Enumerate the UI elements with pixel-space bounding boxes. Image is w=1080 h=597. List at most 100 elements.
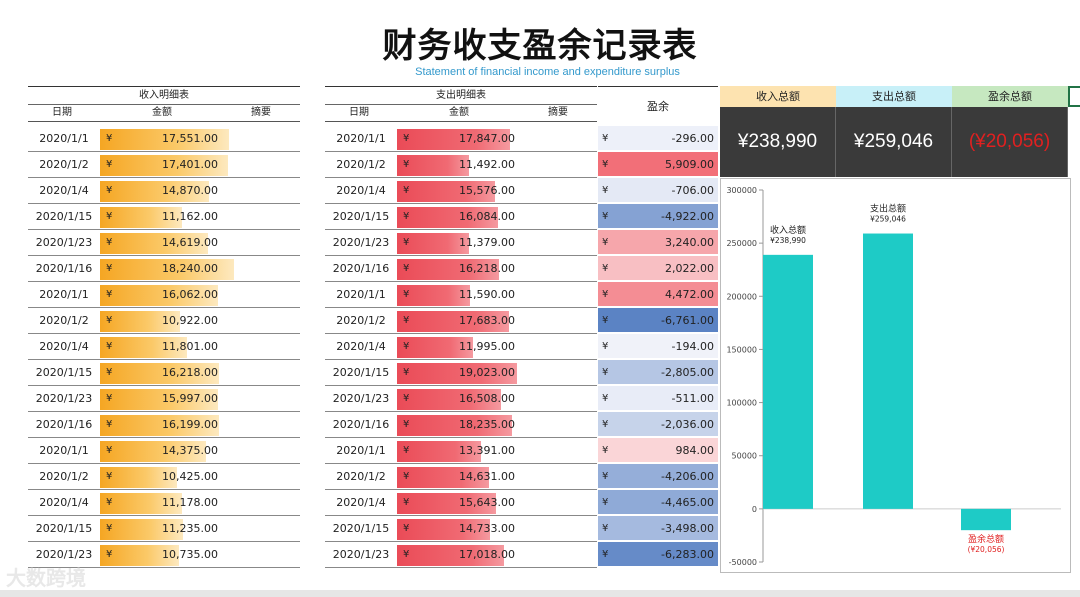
bar-value-label: (¥20,056) xyxy=(968,545,1005,554)
expense-databar xyxy=(397,337,473,358)
expense-row[interactable]: 2020/1/2 ¥17,683.00 xyxy=(325,308,597,334)
surplus-cell[interactable]: ¥984.00 xyxy=(598,438,718,463)
surplus-cell[interactable]: ¥ -511.00 xyxy=(598,386,718,411)
income-row[interactable]: 2020/1/1 ¥14,375.00 xyxy=(28,438,300,464)
income-row[interactable]: 2020/1/2 ¥10,922.00 xyxy=(28,308,300,334)
expense-row[interactable]: 2020/1/4 ¥15,576.00 xyxy=(325,178,597,204)
currency-symbol: ¥ xyxy=(403,237,410,248)
expense-row[interactable]: 2020/1/2 ¥11,492.00 xyxy=(325,152,597,178)
income-row[interactable]: 2020/1/23 ¥10,735.00 xyxy=(28,542,300,568)
y-tick-label: 50000 xyxy=(732,452,757,461)
summary-chart[interactable]: 300000 250000 200000 150000 100000 50000 0 -500… xyxy=(720,178,1071,573)
income-date-cell: 2020/1/4 xyxy=(39,496,89,509)
income-row[interactable]: 2020/1/4 ¥14,870.00 xyxy=(28,178,300,204)
income-col-note: 摘要 xyxy=(251,107,271,118)
expense-date-cell: 2020/1/2 xyxy=(336,314,386,327)
expense-total-label: 支出总额 xyxy=(836,86,952,107)
expense-row[interactable]: 2020/1/15 ¥14,733.00 xyxy=(325,516,597,542)
expense-row[interactable]: 2020/1/15 ¥19,023.00 xyxy=(325,360,597,386)
income-row[interactable]: 2020/1/23 ¥14,619.00 xyxy=(28,230,300,256)
expense-row[interactable]: 2020/1/1 ¥11,590.00 xyxy=(325,282,597,308)
surplus-cell[interactable]: ¥ -6,761.00 xyxy=(598,308,718,333)
income-row[interactable]: 2020/1/16 ¥16,199.00 xyxy=(28,412,300,438)
expense-date-cell: 2020/1/15 xyxy=(332,522,390,535)
income-databar xyxy=(100,233,208,254)
surplus-cell[interactable]: ¥ -4,206.00 xyxy=(598,464,718,489)
expense-amount-cell: 14,631.00 xyxy=(459,470,515,483)
income-amount-cell: 11,178.00 xyxy=(162,496,218,509)
expense-row[interactable]: 2020/1/16 ¥18,235.00 xyxy=(325,412,597,438)
income-amount-cell: 17,401.00 xyxy=(162,158,218,171)
income-col-date: 日期 xyxy=(52,107,72,118)
expense-row[interactable]: 2020/1/2 ¥14,631.00 xyxy=(325,464,597,490)
currency-symbol: ¥ xyxy=(106,419,113,430)
surplus-cell[interactable]: ¥2,022.00 xyxy=(598,256,718,281)
expense-row[interactable]: 2020/1/1 ¥13,391.00 xyxy=(325,438,597,464)
expense-row[interactable]: 2020/1/16 ¥16,218.00 xyxy=(325,256,597,282)
expense-row[interactable]: 2020/1/23 ¥11,379.00 xyxy=(325,230,597,256)
currency-symbol: ¥ xyxy=(602,497,609,508)
expense-row[interactable]: 2020/1/4 ¥11,995.00 xyxy=(325,334,597,360)
income-date-cell: 2020/1/15 xyxy=(35,210,93,223)
currency-symbol: ¥ xyxy=(106,211,113,222)
expense-row[interactable]: 2020/1/23 ¥16,508.00 xyxy=(325,386,597,412)
surplus-cell[interactable]: ¥ -4,922.00 xyxy=(598,204,718,229)
surplus-amount: 2,022.00 xyxy=(665,262,714,275)
chart-bar[interactable] xyxy=(763,254,813,509)
income-row[interactable]: 2020/1/4 ¥11,178.00 xyxy=(28,490,300,516)
page-subtitle: Statement of financial income and expend… xyxy=(415,66,680,78)
surplus-cell[interactable]: ¥ -3,498.00 xyxy=(598,516,718,541)
income-row[interactable]: 2020/1/1 ¥16,062.00 xyxy=(28,282,300,308)
currency-symbol: ¥ xyxy=(602,523,609,534)
currency-symbol: ¥ xyxy=(106,393,113,404)
income-databar xyxy=(100,311,180,332)
income-row[interactable]: 2020/1/2 ¥17,401.00 xyxy=(28,152,300,178)
surplus-cell[interactable]: ¥ -296.00 xyxy=(598,126,718,151)
income-date-cell: 2020/1/15 xyxy=(35,522,93,535)
income-date-cell: 2020/1/4 xyxy=(39,184,89,197)
expense-amount-cell: 13,391.00 xyxy=(459,444,515,457)
surplus-header: 盈余 xyxy=(598,86,718,126)
chart-bar[interactable] xyxy=(863,233,913,509)
currency-symbol: ¥ xyxy=(403,549,410,560)
surplus-cell[interactable]: ¥ -4,465.00 xyxy=(598,490,718,515)
income-row[interactable]: 2020/1/15 ¥16,218.00 xyxy=(28,360,300,386)
currency-symbol: ¥ xyxy=(403,471,410,482)
income-amount-cell: 14,619.00 xyxy=(162,236,218,249)
expense-databar xyxy=(397,207,498,228)
expense-row[interactable]: 2020/1/1 ¥17,847.00 xyxy=(325,126,597,152)
income-databar xyxy=(100,337,187,358)
surplus-cell[interactable]: ¥ -2,036.00 xyxy=(598,412,718,437)
surplus-cell[interactable]: ¥ -194.00 xyxy=(598,334,718,359)
selected-cell-indicator[interactable] xyxy=(1068,86,1080,107)
income-row[interactable]: 2020/1/15 ¥11,235.00 xyxy=(28,516,300,542)
currency-symbol: ¥ xyxy=(403,497,410,508)
expense-row[interactable]: 2020/1/23 ¥17,018.00 xyxy=(325,542,597,568)
surplus-cell[interactable]: ¥4,472.00 xyxy=(598,282,718,307)
surplus-amount: -2,805.00 xyxy=(661,366,714,379)
expense-databar xyxy=(397,363,517,384)
income-row[interactable]: 2020/1/23 ¥15,997.00 xyxy=(28,386,300,412)
surplus-cell[interactable]: ¥ -706.00 xyxy=(598,178,718,203)
expense-date-cell: 2020/1/16 xyxy=(332,418,390,431)
expense-row[interactable]: 2020/1/4 ¥15,643.00 xyxy=(325,490,597,516)
currency-symbol: ¥ xyxy=(602,419,609,430)
currency-symbol: ¥ xyxy=(602,315,609,326)
income-row[interactable]: 2020/1/2 ¥10,425.00 xyxy=(28,464,300,490)
surplus-cell[interactable]: ¥5,909.00 xyxy=(598,152,718,177)
surplus-cell[interactable]: ¥ -2,805.00 xyxy=(598,360,718,385)
surplus-cell[interactable]: ¥3,240.00 xyxy=(598,230,718,255)
chart-bar[interactable] xyxy=(961,508,1011,531)
income-row[interactable]: 2020/1/15 ¥11,162.00 xyxy=(28,204,300,230)
income-databar xyxy=(100,207,182,228)
income-date-cell: 2020/1/23 xyxy=(35,548,93,561)
surplus-cell[interactable]: ¥ -6,283.00 xyxy=(598,542,718,567)
expense-table-header: 支出明细表 xyxy=(325,86,597,105)
income-row[interactable]: 2020/1/1 ¥17,551.00 xyxy=(28,126,300,152)
income-row[interactable]: 2020/1/4 ¥11,801.00 xyxy=(28,334,300,360)
expense-date-cell: 2020/1/23 xyxy=(332,548,390,561)
expense-row[interactable]: 2020/1/15 ¥16,084.00 xyxy=(325,204,597,230)
income-date-cell: 2020/1/1 xyxy=(39,444,89,457)
income-row[interactable]: 2020/1/16 ¥18,240.00 xyxy=(28,256,300,282)
expense-date-cell: 2020/1/1 xyxy=(336,132,386,145)
